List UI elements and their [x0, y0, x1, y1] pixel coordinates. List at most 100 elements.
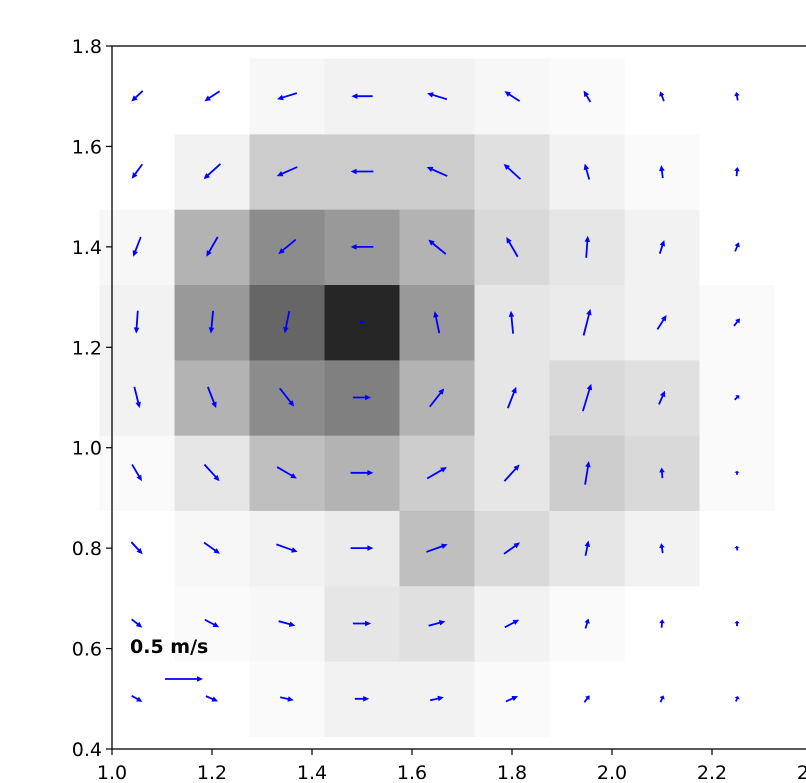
arrow [659, 695, 665, 703]
arrow [203, 541, 220, 554]
arrow [133, 386, 141, 409]
arrow [277, 92, 298, 101]
arrow [734, 470, 740, 475]
arrow [433, 311, 441, 334]
arrow [658, 390, 666, 405]
arrow [207, 386, 217, 409]
arrow [656, 315, 667, 330]
arrow [354, 696, 370, 702]
arrow [203, 163, 221, 180]
arrow [583, 90, 592, 103]
arrow [426, 166, 448, 177]
arrow [659, 165, 665, 179]
arrow [350, 168, 374, 175]
y-tick-label: 1.8 [72, 36, 102, 58]
x-tick-label: 1.0 [97, 762, 127, 783]
plot-frame [111, 45, 806, 750]
arrow [659, 619, 665, 628]
arrow [351, 93, 373, 99]
arrow [582, 308, 592, 336]
arrow [350, 545, 374, 551]
arrow [430, 695, 444, 702]
arrow [276, 543, 298, 553]
y-tick-label: 0.8 [72, 538, 102, 560]
arrow [280, 696, 294, 702]
arrow [279, 387, 295, 407]
arrow [504, 91, 521, 102]
arrow [734, 242, 740, 252]
arrow [734, 620, 740, 627]
arrow [504, 619, 520, 629]
x-tick-label: 1.8 [497, 762, 527, 783]
x-tick-label: 2.4 [797, 762, 806, 783]
x-tick-label: 1.6 [397, 762, 427, 783]
arrow [133, 310, 140, 334]
arrow [283, 311, 291, 334]
arrow [428, 239, 447, 255]
arrow [131, 163, 143, 179]
arrow [583, 695, 590, 703]
arrow [426, 543, 448, 553]
arrow [206, 236, 219, 257]
arrow [584, 461, 591, 485]
y-tick-label: 1.4 [72, 237, 102, 259]
arrow [203, 463, 220, 482]
arrow [503, 163, 521, 180]
vector-field [130, 90, 740, 703]
arrow [278, 620, 296, 627]
x-tick-label: 2.2 [697, 762, 727, 783]
arrow [131, 90, 144, 102]
arrow [507, 386, 517, 409]
arrow [503, 464, 520, 482]
arrow [508, 310, 515, 334]
arrow [429, 388, 445, 408]
arrow [352, 394, 372, 401]
y-tick-label: 1.6 [72, 136, 102, 158]
arrow [659, 467, 665, 479]
arrow [350, 244, 374, 250]
arrow [208, 310, 215, 334]
arrow [503, 542, 520, 555]
y-tick-label: 0.4 [72, 739, 102, 761]
arrow [582, 383, 593, 412]
arrow [659, 91, 665, 102]
arrow [359, 319, 365, 325]
arrow [131, 464, 142, 482]
y-tick-label: 1.0 [72, 438, 102, 460]
axes: 0.4 0.6 0.8 1.0 1.2 1.4 1.6 1.8 1.0 1.2 1.4 1.6 1.8 2… [72, 36, 806, 783]
y-tick-label: 1.2 [72, 337, 102, 359]
arrow [734, 545, 740, 551]
arrow [659, 543, 665, 554]
arrow [734, 167, 740, 177]
arrow [733, 318, 740, 327]
key-arrow [165, 676, 203, 682]
arrow [734, 395, 740, 401]
x-tick-label: 1.4 [297, 762, 327, 783]
x-tick-label: 2.0 [597, 762, 627, 783]
arrow [130, 541, 143, 555]
arrow [426, 467, 447, 480]
y-tick-label: 0.6 [72, 639, 102, 661]
arrow [131, 695, 143, 702]
arrow [427, 92, 448, 101]
arrow [658, 240, 665, 254]
arrow [350, 470, 374, 476]
arrow [204, 90, 221, 102]
arrow [506, 237, 519, 258]
arrow [428, 620, 446, 627]
arrow [132, 236, 142, 257]
arrow [278, 238, 297, 255]
arrow [276, 166, 298, 177]
arrow [734, 696, 740, 702]
arrow [584, 235, 591, 258]
arrow [204, 618, 220, 628]
arrow [505, 696, 519, 703]
arrow [583, 163, 591, 180]
arrow [584, 618, 590, 629]
arrow [131, 618, 143, 628]
arrow [584, 540, 591, 556]
arrow [276, 466, 297, 479]
arrow [734, 92, 740, 101]
key-label: 0.5 m/s [130, 636, 208, 658]
